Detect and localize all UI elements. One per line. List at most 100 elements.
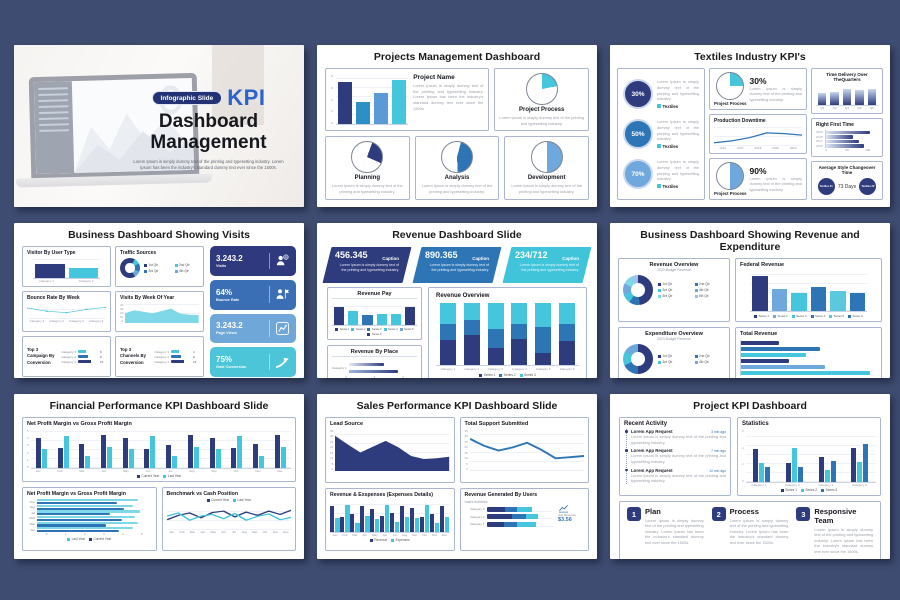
project-process-pie [525,73,558,105]
bar [122,437,128,468]
slide-cover[interactable]: Infographic Slide KPI Dashboard Manageme… [14,45,304,207]
bar [463,303,480,321]
bar [348,362,385,367]
legend-item: Current Year [136,474,159,478]
axis-label: Jun [221,530,226,534]
axis-label: 2 [742,462,744,467]
axis-label: Feb [57,469,63,473]
bar [258,456,264,468]
bar-group [117,429,139,468]
axis-label: 3 [27,443,29,448]
bar [373,93,389,125]
federal-revenue-bar-chart [750,271,867,312]
axis-label: Nov [272,530,279,534]
bar-group [96,429,118,468]
axis-label: Q4 [857,106,862,110]
y-axis: 6 4 2 0 [742,429,746,483]
slide-project-kpi[interactable]: Project KPI Dashboard Recent Activity Lo… [610,394,890,559]
bar [409,508,415,533]
bar [150,436,156,468]
bar [392,80,407,125]
axis-label: May [123,469,129,473]
person-flag-icon [269,286,290,303]
legend-item: 6th Qtr [694,294,709,298]
bar [37,529,120,533]
axis-label: 10 [464,456,468,461]
bar [395,522,400,533]
bar [463,335,480,365]
banner-456: 456.345 Caption Lorem Ipsum is simply du… [327,247,407,283]
legend-item: Current Year [206,498,229,502]
cover-text-block: Infographic Slide KPI Dashboard Manageme… [121,85,296,171]
bar [559,303,576,325]
legend-item: 3rd Qtr [658,360,672,364]
stat-circle: 30% [623,79,653,109]
legend-item: Series 1 [479,373,495,377]
development-card: Development Lorem Ipsum is simply dummy … [504,136,590,200]
bar [404,307,416,325]
bar [171,355,191,358]
legend-item: Series 2 [351,327,365,331]
slide-title: Sales Performance KPI Dashboard Slide [356,400,558,412]
benchmark-cash-card: Benchmark vs Cash Position Current Year L… [161,487,296,551]
legend-item: Series 1 [780,488,797,492]
place-bar-chart [348,361,417,375]
project-process-card: Project Process Lorem Ipsum is simply du… [494,68,589,132]
bar [166,444,172,468]
bar-group [350,500,360,533]
slide-visits-dashboard[interactable]: Business Dashboard Showing Visits Visito… [14,223,304,378]
expenditure-donut-chart [623,344,653,374]
axis-label: 2016 [719,146,727,150]
slide-sales-performance[interactable]: Sales Performance KPI Dashboard Slide Le… [317,394,597,559]
slide-revenue-expenditure[interactable]: Business Dashboard Showing Revenue and E… [610,223,890,378]
axis-label: 15 [330,450,334,455]
bar [851,447,857,482]
slide-textiles-kpi[interactable]: Textiles Industry KPI's 30% Lorem Ipsum … [610,45,890,207]
bar [355,101,370,125]
axis-label: 6 [742,429,744,433]
bar [37,515,136,519]
process-pie [716,162,745,190]
bar [818,456,824,482]
bar-group [360,500,370,533]
axis-label: Q1 [820,106,825,110]
card-body: Lorem Ipsum is simply dummy text of the … [413,83,484,111]
axis-label: 2017 [816,139,823,144]
stacked-column [559,303,576,365]
y-axis: 5 4 3 2 1 0 [27,429,31,469]
bar [237,436,243,468]
bar [830,291,846,311]
legend-item: Expenses [391,538,410,542]
bar [79,443,85,468]
axis-label: Oct [422,533,427,538]
analysis-pie [441,141,473,174]
bar-group [399,500,410,533]
bar [825,144,865,148]
y-axis: 35 30 25 20 15 10 5 0 [465,429,470,471]
axis-label: Apr [101,469,107,473]
cover-title-line2: Management [150,132,267,154]
bar [350,513,355,533]
x-axis: Jan Feb Mar Apr May Jun Jul Aug Sep Oct Nov Dec [330,533,450,537]
bar [215,449,221,468]
legend-item: 3rd Qtr [144,269,158,273]
x-axis: Jan Feb Mar Apr May Jun Jul Aug Sep Oct Nov Dec [27,469,291,473]
bar [486,514,512,520]
revenue-overview-card: Revenue Overview Category 1 Category 2 Cat… [428,287,587,378]
slide-revenue-dashboard[interactable]: Revenue Dashboard Slide 456.345 Caption … [317,223,597,378]
axis-label: Category 2 [78,279,94,283]
bar [375,518,380,533]
slide-financial-performance[interactable]: Financial Performance KPI Dashboard Slid… [14,394,304,559]
axis-label: Jun [145,469,151,473]
x-axis: 0 2 4 [332,375,417,378]
month-bars [37,499,152,505]
lead-source-card: Lead Source 35 30 25 20 15 10 5 0 [325,417,455,484]
visits-area-chart [125,303,199,323]
axis-label: Jan [35,469,41,473]
slide-projects-dashboard[interactable]: Projects Management Dashboard 8 6 4 2 0 Proj… [317,45,597,207]
bar [559,324,576,342]
bar-group [204,429,226,468]
overview-legend: Series 1 Series 2 Series 3 [436,373,579,377]
axis-label: Category 4 [88,319,104,323]
slide-title: Textiles Industry KPI's [694,51,806,63]
